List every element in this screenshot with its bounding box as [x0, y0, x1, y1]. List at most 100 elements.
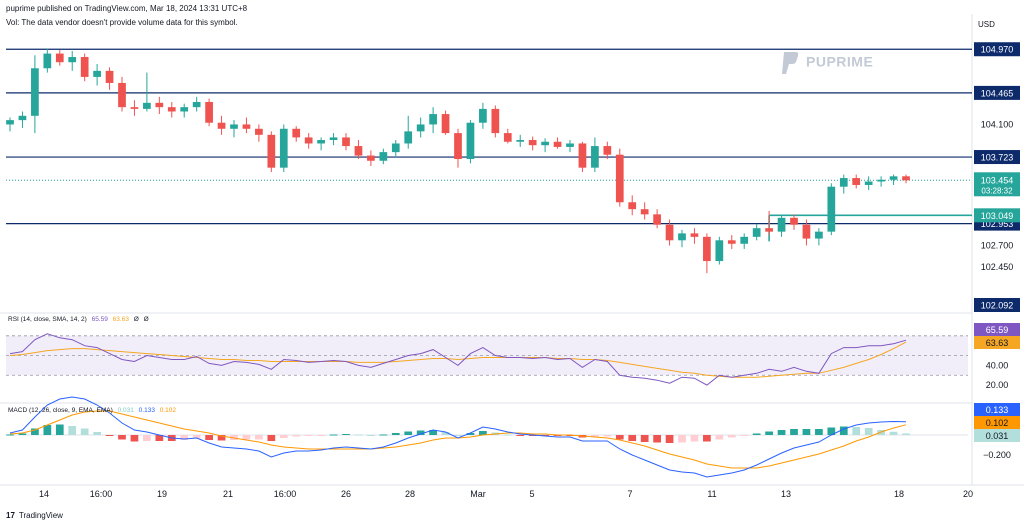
- rsi-value-label: 65.59: [986, 325, 1009, 335]
- rsi-ma-line: [9, 341, 907, 378]
- macd-histogram-bar: [6, 434, 14, 436]
- macd-histogram-bar: [765, 431, 773, 435]
- candle-body: [367, 155, 375, 161]
- candle-body: [143, 102, 151, 109]
- macd-histogram-bar: [180, 435, 189, 440]
- macd-hist-label: 0.031: [986, 431, 1009, 441]
- macd-title: MACD (12, 26, close, 9, EMA, EMA) 0.031 …: [8, 407, 176, 414]
- time-axis-label: 14: [39, 489, 49, 499]
- macd-histogram-bar: [242, 435, 251, 440]
- rsi-line: [9, 333, 907, 386]
- macd-signal-badge: [974, 416, 1020, 429]
- candle-body: [703, 236, 711, 262]
- candle-body: [777, 217, 786, 232]
- candle-body: [68, 57, 77, 63]
- candle-body: [105, 70, 114, 83]
- macd-histogram-bar: [192, 435, 201, 439]
- brand-logo-icon: [782, 52, 799, 74]
- candle-body: [31, 68, 39, 116]
- candle-body: [342, 137, 350, 147]
- macd-histogram-bar: [802, 429, 811, 435]
- macd-histogram-bar: [889, 431, 898, 435]
- macd-histogram-bar: [31, 428, 39, 435]
- level-price-label: 102.092: [981, 301, 1014, 311]
- candle-body: [80, 57, 89, 77]
- candle-body: [653, 214, 661, 225]
- macd-histogram-bar: [628, 435, 637, 441]
- marker-price-badge: [974, 208, 1020, 223]
- macd-histogram-bar: [105, 435, 114, 436]
- candle-body: [715, 240, 724, 262]
- current-price-badge: [974, 172, 1020, 197]
- macd-histogram-bar: [864, 428, 873, 435]
- candle-body: [93, 70, 101, 77]
- macd-histogram-bar: [379, 434, 388, 436]
- macd-histogram-bar: [43, 425, 52, 435]
- candle-body: [155, 102, 164, 108]
- macd-signal-value: 0.102: [159, 407, 177, 414]
- rsi-bb-lower: Ø: [143, 316, 149, 323]
- macd-histogram-bar: [441, 432, 450, 435]
- time-axis-label: 21: [223, 489, 233, 499]
- brand-watermark: PUPRIME: [780, 50, 873, 76]
- candle-body: [815, 231, 823, 239]
- rsi-ma-badge: [974, 336, 1020, 349]
- macd-histogram-bar: [852, 427, 861, 435]
- candle-body: [180, 107, 189, 112]
- rsi-ma-value: 63.63: [112, 316, 129, 323]
- candle-body: [416, 124, 425, 132]
- level-price-badge: [974, 298, 1020, 312]
- countdown-label: 03:28:32: [981, 186, 1013, 195]
- macd-histogram-bar: [640, 435, 649, 442]
- macd-histogram-bar: [591, 435, 599, 437]
- candle-body: [255, 128, 263, 135]
- candle-body: [317, 140, 325, 144]
- level-price-label: 104.970: [981, 45, 1014, 55]
- macd-histogram-bar: [317, 435, 325, 436]
- candle-body: [6, 120, 14, 125]
- candle-body: [752, 228, 761, 237]
- macd-histogram-bar: [279, 435, 288, 438]
- level-price-label: 104.465: [981, 88, 1014, 98]
- macd-histogram-bar: [68, 426, 77, 435]
- candle-body: [516, 140, 525, 142]
- macd-histogram-bar: [143, 435, 151, 441]
- currency-label[interactable]: USD: [978, 20, 995, 29]
- publish-info: puprime published on TradingView.com, Ma…: [6, 4, 248, 13]
- candle-body: [479, 108, 487, 123]
- candle-body: [192, 101, 201, 108]
- candle-body: [130, 107, 139, 109]
- brand-name: PUPRIME: [806, 53, 874, 70]
- candle-body: [18, 115, 27, 121]
- time-axis-label: 7: [627, 489, 632, 499]
- candle-body: [877, 179, 885, 182]
- macd-histogram-bar: [678, 435, 686, 443]
- level-price-badge: [974, 85, 1020, 100]
- candle-body: [864, 181, 873, 185]
- candle-body: [267, 134, 276, 168]
- candle-body: [678, 233, 686, 241]
- candle-body: [292, 128, 301, 138]
- macd-histogram-bar: [777, 430, 786, 435]
- macd-line: [9, 396, 907, 478]
- macd-histogram-bar: [454, 435, 462, 436]
- candle-body: [167, 107, 176, 112]
- candle-body: [727, 240, 736, 244]
- time-axis-label: 20: [963, 489, 973, 499]
- level-price-label: 102.953: [981, 219, 1014, 229]
- macd-histogram-bar: [715, 435, 724, 440]
- candle-body: [765, 228, 773, 232]
- macd-hist-value: 0.031: [117, 407, 134, 414]
- candle-body: [839, 178, 848, 187]
- rsi-title-text: RSI (14, close, SMA, 14, 2): [8, 316, 87, 323]
- candle-body: [902, 176, 910, 181]
- macd-signal-label: 0.102: [986, 418, 1009, 428]
- candle-body: [242, 124, 251, 129]
- price-axis-label: 104.100: [981, 119, 1014, 129]
- candle-body: [553, 141, 562, 147]
- macd-histogram-bar: [329, 434, 338, 436]
- macd-histogram-bar: [354, 434, 363, 436]
- candle-body: [491, 108, 500, 134]
- tradingview-footer[interactable]: 17 TradingView: [6, 511, 63, 520]
